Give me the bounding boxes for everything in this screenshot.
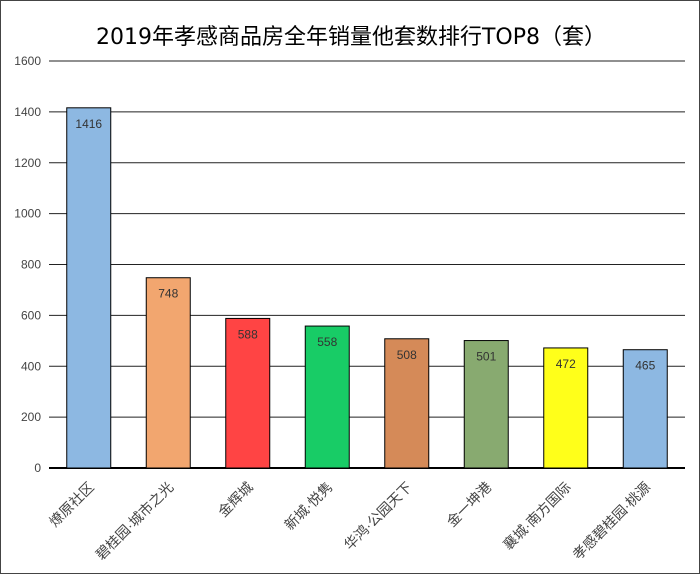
bar: [225, 317, 271, 469]
data-label: 508: [397, 348, 417, 362]
bar: [622, 349, 668, 469]
data-label: 1416: [75, 117, 102, 131]
y-tick-label: 1600: [14, 54, 41, 68]
y-tick-label: 600: [21, 308, 41, 322]
data-label: 588: [238, 327, 258, 341]
data-label: 558: [317, 335, 337, 349]
bar: [66, 107, 112, 469]
y-tick-label: 1000: [14, 207, 41, 221]
y-tick-label: 800: [21, 258, 41, 272]
bar: [384, 338, 430, 469]
bar: [304, 325, 350, 469]
x-tick-label: 碧桂园·城市之光: [92, 479, 176, 563]
y-tick-label: 200: [21, 410, 41, 424]
x-tick-label: 华鸿·公园天下: [341, 479, 415, 553]
data-label: 465: [635, 359, 655, 373]
x-tick-label: 新城·悦隽: [281, 479, 335, 533]
data-label: 501: [476, 350, 496, 364]
x-tick-label: 金一坤港: [443, 479, 494, 530]
y-tick-label: 0: [34, 461, 41, 475]
bar: [145, 277, 191, 469]
bar: [463, 340, 509, 469]
y-tick-label: 1200: [14, 156, 41, 170]
bar: [543, 347, 589, 469]
x-tick-label: 孝感碧桂园·桃源: [569, 479, 653, 563]
chart-title: 2019年孝感商品房全年销量他套数排行TOP8（套）: [95, 25, 606, 50]
data-label: 748: [158, 287, 178, 301]
data-label: 472: [556, 357, 576, 371]
x-tick-label: 燎原社区: [46, 479, 97, 530]
y-tick-label: 400: [21, 359, 41, 373]
x-tick-label: 襄城·南方国际: [500, 479, 574, 553]
y-tick-label: 1400: [14, 105, 41, 119]
x-tick-label: 金辉城: [215, 479, 256, 520]
